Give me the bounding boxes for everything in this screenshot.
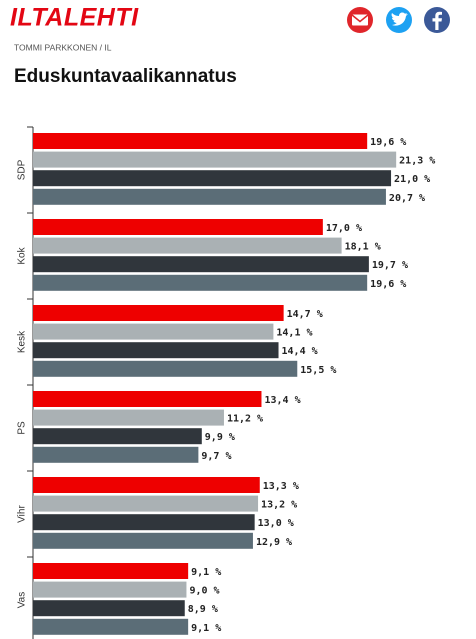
bar (33, 391, 262, 407)
bar (33, 305, 284, 321)
bar (33, 581, 187, 598)
value-label: 19,7 % (372, 260, 408, 271)
bar (33, 618, 189, 635)
value-label: 19,6 % (370, 137, 406, 148)
bar (33, 514, 255, 531)
bar (33, 477, 260, 493)
value-label: 11,2 % (227, 414, 263, 425)
email-button[interactable] (347, 7, 373, 33)
bar (33, 532, 253, 549)
bar (33, 237, 342, 254)
value-label: 13,0 % (258, 518, 294, 529)
chart-title: Eduskuntavaalikannatus (14, 66, 237, 87)
bar (33, 446, 199, 463)
value-label: 9,1 % (191, 567, 221, 578)
value-label: 14,4 % (282, 346, 318, 357)
value-label: 17,0 % (326, 223, 362, 234)
bar (33, 342, 279, 359)
photo-credit: TOMMI PARKKONEN / IL (14, 42, 112, 52)
value-label: 21,3 % (399, 156, 435, 167)
logo[interactable]: ILTALEHTI (10, 4, 139, 32)
value-label: 18,1 % (345, 242, 381, 253)
bar (33, 600, 185, 617)
bar (33, 495, 259, 512)
value-label: 13,4 % (264, 395, 300, 406)
bar (33, 151, 397, 168)
value-label: 14,1 % (276, 328, 312, 339)
value-label: 20,7 % (389, 193, 425, 204)
bar (33, 188, 386, 205)
value-label: 19,6 % (370, 279, 406, 290)
bar (33, 256, 369, 273)
bar (33, 219, 323, 235)
category-label: Vas (17, 592, 28, 609)
value-label: 14,7 % (287, 309, 323, 320)
category-label: SDP (17, 159, 28, 180)
value-label: 8,9 % (188, 604, 218, 615)
bar (33, 274, 368, 291)
category-label: PS (17, 421, 28, 435)
bar (33, 563, 189, 579)
bar (33, 170, 392, 187)
bar (33, 133, 368, 149)
twitter-button[interactable] (386, 7, 412, 33)
value-label: 9,1 % (191, 623, 221, 634)
value-label: 9,7 % (201, 451, 231, 462)
value-label: 21,0 % (394, 174, 430, 185)
bar (33, 409, 224, 426)
category-label: Vihr (17, 505, 28, 523)
bar (33, 323, 274, 340)
value-label: 9,0 % (189, 586, 219, 597)
bar (33, 428, 202, 445)
category-label: Kok (17, 246, 28, 264)
facebook-button[interactable] (424, 7, 450, 33)
bar (33, 360, 298, 377)
category-label: Kesk (17, 330, 28, 353)
value-label: 15,5 % (300, 365, 336, 376)
value-label: 12,9 % (256, 537, 292, 548)
value-label: 13,2 % (261, 500, 297, 511)
value-label: 13,3 % (263, 481, 299, 492)
value-label: 9,9 % (205, 432, 235, 443)
